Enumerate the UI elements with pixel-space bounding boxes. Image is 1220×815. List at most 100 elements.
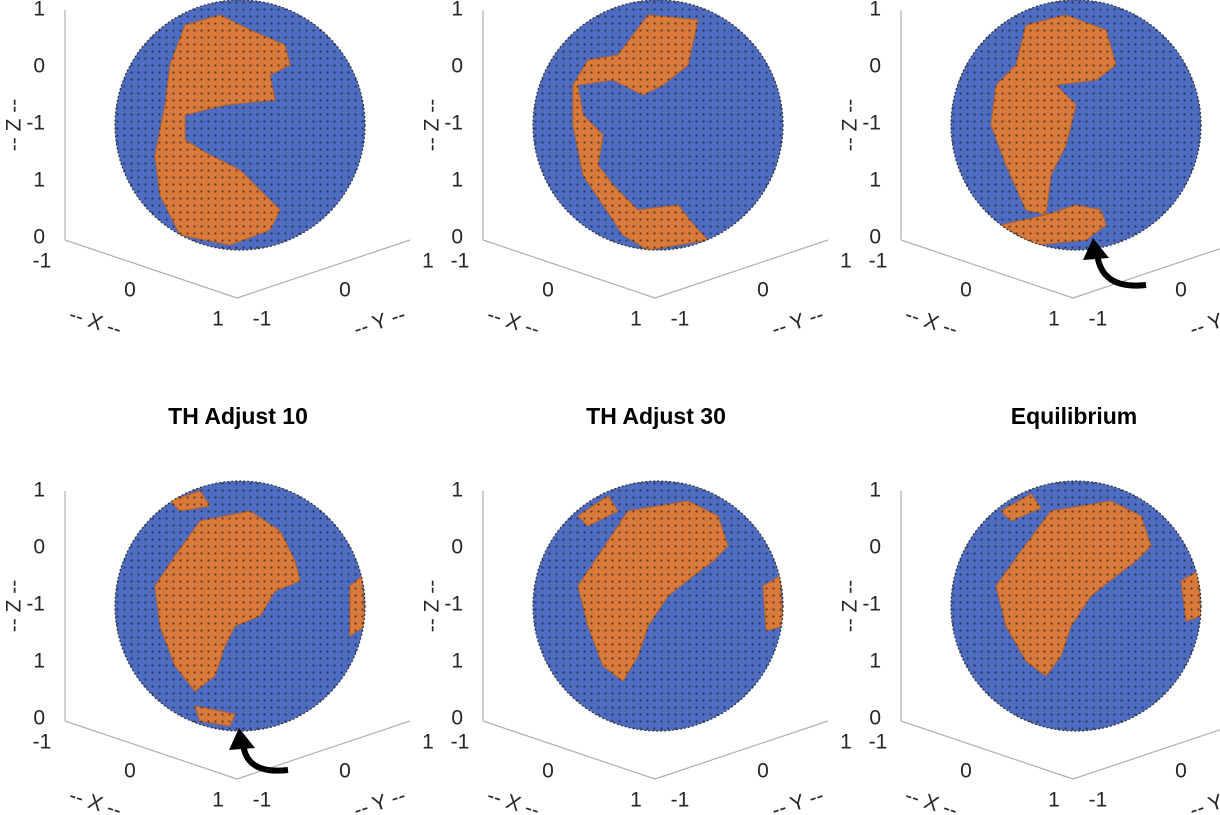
z-axis-label: -- Z -- <box>421 580 444 632</box>
z-axis-label: -- Z -- <box>3 99 26 151</box>
x-axis-label: -- X -- <box>902 784 960 815</box>
y-tick-label: 0 <box>1175 760 1187 783</box>
y-tick-label: -1 <box>671 789 690 812</box>
x-tick-label: 0 <box>124 279 136 302</box>
z-tick-label: 0 <box>451 536 463 559</box>
x-axis-line <box>64 720 238 780</box>
y-tick-label: 0 <box>339 760 351 783</box>
z-tick-label: 0 <box>869 707 881 730</box>
mesh-dots <box>115 481 365 731</box>
x-tick-label: 1 <box>1048 308 1060 331</box>
x-axis-label: -- X -- <box>484 303 542 341</box>
z-tick-label: 0 <box>869 536 881 559</box>
mesh-dots <box>533 481 783 731</box>
y-axis-line <box>1072 248 1220 299</box>
sphere <box>114 480 366 732</box>
z-tick-label: 1 <box>33 650 45 673</box>
z-tick-label: 0 <box>869 55 881 78</box>
panel: 10-110-101-101-- Z ---- X ---- Y -- <box>3 0 434 341</box>
z-tick-label: 0 <box>451 55 463 78</box>
x-tick-label: 1 <box>630 789 642 812</box>
y-axis-line <box>654 720 829 780</box>
y-tick-label: -1 <box>253 789 272 812</box>
x-tick-label: 0 <box>960 279 972 302</box>
z-tick-label: 1 <box>451 479 463 502</box>
y-tick-label: 0 <box>757 760 769 783</box>
z-tick-label: 0 <box>451 707 463 730</box>
x-axis-line <box>482 239 656 299</box>
x-axis-label: -- X -- <box>902 303 960 341</box>
sphere <box>532 0 784 251</box>
z-axis-label: -- Z -- <box>839 580 862 632</box>
z-axis-label: -- Z -- <box>3 580 26 632</box>
z-tick-label: 0 <box>33 226 45 249</box>
y-tick-label: 1 <box>422 731 434 754</box>
x-axis-line <box>482 720 656 780</box>
arrow-head <box>1083 238 1109 260</box>
y-axis-line <box>236 239 411 299</box>
z-tick-label: 0 <box>33 707 45 730</box>
y-tick-label: 0 <box>1175 279 1187 302</box>
y-axis-label: -- Y -- <box>351 784 408 815</box>
mesh-dots <box>951 481 1201 731</box>
panel: 10-110-101-101-- Z ---- X ---- Y --Equil… <box>839 403 1220 815</box>
z-axis-label: -- Z -- <box>839 99 862 151</box>
x-axis-label: -- X -- <box>66 784 124 815</box>
panel: 10-110-101-101-- Z ---- X ---- Y -- <box>421 0 852 341</box>
x-tick-label: 1 <box>212 308 224 331</box>
z-tick-label: 1 <box>869 0 881 21</box>
x-tick-label: 1 <box>212 789 224 812</box>
x-tick-label: -1 <box>451 250 470 273</box>
z-tick-label: -1 <box>862 112 881 135</box>
y-axis-label: -- Y -- <box>1187 303 1220 341</box>
y-tick-label: -1 <box>1089 308 1108 331</box>
y-tick-label: 1 <box>422 250 434 273</box>
z-tick-label: -1 <box>26 593 45 616</box>
x-tick-label: -1 <box>33 731 52 754</box>
z-tick-label: 0 <box>33 536 45 559</box>
y-axis-label: -- Y -- <box>769 784 826 815</box>
panel-title: TH Adjust 30 <box>586 403 726 429</box>
sphere <box>950 0 1202 251</box>
y-tick-label: 0 <box>339 279 351 302</box>
x-tick-label: -1 <box>869 731 888 754</box>
sphere-edge <box>950 480 1202 732</box>
x-tick-label: 1 <box>630 308 642 331</box>
y-tick-label: -1 <box>1089 789 1108 812</box>
x-axis-line <box>64 239 238 299</box>
x-tick-label: 1 <box>1048 789 1060 812</box>
x-axis-line <box>900 239 1074 299</box>
z-tick-label: -1 <box>26 112 45 135</box>
x-tick-label: 0 <box>124 760 136 783</box>
x-tick-label: -1 <box>451 731 470 754</box>
z-tick-label: -1 <box>444 593 463 616</box>
z-tick-label: 1 <box>33 169 45 192</box>
z-tick-label: 0 <box>33 55 45 78</box>
x-tick-label: 0 <box>542 279 554 302</box>
panel-title: Equilibrium <box>1011 403 1138 429</box>
mesh-dots <box>533 0 783 250</box>
y-tick-label: 1 <box>840 250 852 273</box>
y-tick-label: 1 <box>840 731 852 754</box>
sphere <box>114 0 366 251</box>
x-axis-label: -- X -- <box>484 784 542 815</box>
z-tick-label: 1 <box>451 169 463 192</box>
z-axis-label: -- Z -- <box>421 99 444 151</box>
z-tick-label: 1 <box>869 169 881 192</box>
sphere <box>532 480 784 732</box>
sphere-edge <box>532 0 784 251</box>
z-tick-label: 1 <box>451 650 463 673</box>
z-tick-label: 1 <box>869 650 881 673</box>
x-tick-label: 0 <box>960 760 972 783</box>
panel: 10-110-101-101-- Z ---- X ---- Y -- <box>839 0 1220 341</box>
sphere-edge <box>950 0 1202 251</box>
x-tick-label: 0 <box>542 760 554 783</box>
x-axis-line <box>900 720 1074 780</box>
arrow-head <box>229 728 255 750</box>
z-tick-label: 1 <box>451 0 463 21</box>
z-tick-label: -1 <box>862 593 881 616</box>
y-axis-label: -- Y -- <box>1187 784 1220 815</box>
x-tick-label: -1 <box>33 250 52 273</box>
panel-title: TH Adjust 10 <box>168 403 308 429</box>
